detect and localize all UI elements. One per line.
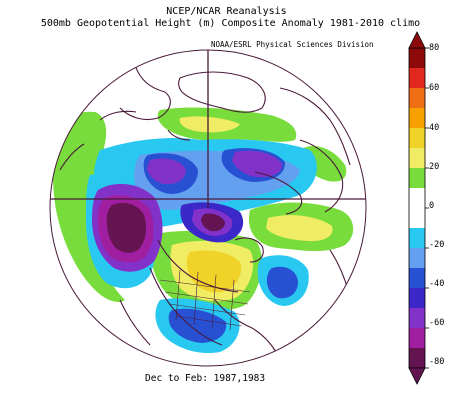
negative-anomaly-core-pacific	[106, 202, 146, 253]
colorbar-tick-label: 80	[429, 43, 440, 53]
source-label: NOAA/ESRL Physical Sciences Division	[211, 40, 374, 49]
colorbar-tick-label: -60	[429, 318, 445, 328]
colorbar-segment	[409, 68, 425, 89]
colorbar-tick-label: 20	[429, 162, 440, 172]
colorbar-segment	[409, 208, 425, 229]
colorbar-tick-label: -80	[429, 357, 445, 367]
colorbar-segment	[409, 108, 425, 129]
positive-anomaly-europe-yellow	[266, 215, 333, 242]
colorbar-segment	[409, 228, 425, 249]
colorbar-tick-label: 0	[429, 201, 435, 211]
negative-anomaly-core-center	[201, 213, 225, 232]
colorbar-segment	[409, 328, 425, 349]
state-boundaries	[159, 269, 251, 331]
colorbar-segment	[409, 128, 425, 149]
colorbar-segment	[409, 88, 425, 109]
colorbar-tick-label: -40	[429, 279, 445, 289]
colorbar-top-arrow	[408, 31, 426, 49]
colorbar-bottom-arrow	[408, 367, 426, 385]
colorbar-segment	[409, 188, 425, 209]
negative-anomaly-violet-arctic-west	[147, 158, 186, 185]
colorbar-segment	[409, 168, 425, 189]
colorbar-segments	[408, 47, 429, 369]
colorbar-segment	[409, 308, 425, 329]
negative-anomaly-blue-atlantic	[266, 266, 298, 299]
colorbar-segment	[409, 48, 425, 69]
colorbar-tick-label: 40	[429, 123, 440, 133]
negative-anomaly-violet-arctic-east	[232, 150, 283, 178]
colorbar-segment	[409, 148, 425, 169]
colorbar-segment	[409, 268, 425, 289]
colorbar-segment	[409, 348, 425, 369]
positive-anomaly-north-yellow	[179, 116, 240, 133]
coastlines	[59, 64, 351, 353]
colorbar-tick-label: 60	[429, 83, 440, 93]
title-line-1: NCEP/NCAR Reanalysis	[166, 6, 287, 17]
colorbar-segment	[409, 248, 425, 269]
title-line-2: 500mb Geopotential Height (m) Composite …	[40, 18, 421, 29]
date-range-footer: Dec to Feb: 1987,1983	[145, 373, 266, 384]
colorbar-tick-label: -20	[429, 240, 445, 250]
colorbar-segment	[409, 288, 425, 309]
